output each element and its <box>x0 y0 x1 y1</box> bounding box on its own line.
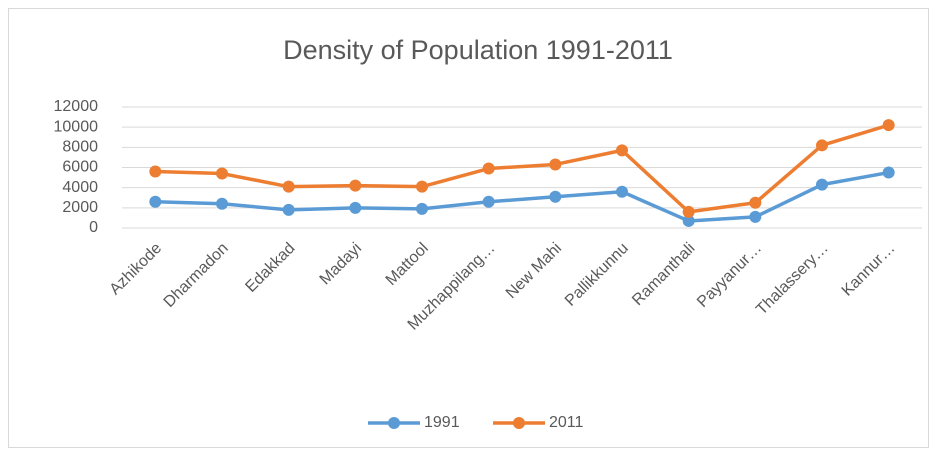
point <box>616 144 628 157</box>
point <box>482 162 495 175</box>
point <box>282 203 295 216</box>
point <box>882 166 895 179</box>
y-tick-label: 12000 <box>54 98 99 115</box>
legend-label: 1991 <box>424 414 460 431</box>
point <box>482 195 495 208</box>
point <box>349 201 362 214</box>
legend-marker <box>388 417 400 429</box>
point <box>616 185 628 198</box>
point <box>416 180 428 193</box>
y-tick-label: 2000 <box>62 199 98 216</box>
y-tick-label: 6000 <box>62 159 98 176</box>
point <box>349 179 362 192</box>
point <box>882 119 895 132</box>
y-tick-label: 0 <box>89 219 98 236</box>
point <box>682 214 695 227</box>
point <box>549 190 562 203</box>
point <box>749 210 762 223</box>
point <box>816 139 828 152</box>
point <box>682 205 695 218</box>
y-tick-label: 8000 <box>62 139 98 156</box>
chart-title: Density of Population 1991-2011 <box>283 35 673 65</box>
legend-marker <box>513 417 525 429</box>
point <box>416 202 428 215</box>
point <box>216 167 228 180</box>
point <box>816 178 828 191</box>
y-tick-label: 4000 <box>62 179 98 196</box>
point <box>549 158 562 171</box>
series-line <box>155 170 889 223</box>
y-tick-label: 10000 <box>54 118 99 135</box>
legend-label: 2011 <box>549 414 584 431</box>
point <box>749 196 762 209</box>
point <box>149 165 162 178</box>
point <box>149 195 162 208</box>
point <box>282 180 295 193</box>
series-line <box>155 123 890 214</box>
point <box>216 197 228 210</box>
